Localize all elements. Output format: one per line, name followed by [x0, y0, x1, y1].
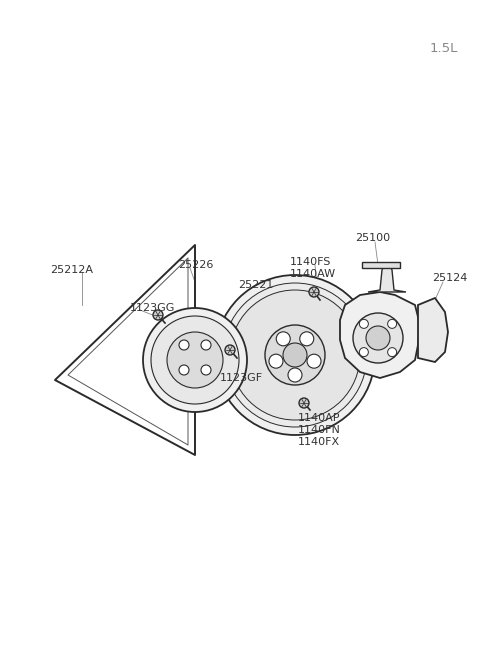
Polygon shape	[362, 262, 400, 268]
Circle shape	[288, 368, 302, 382]
Circle shape	[215, 275, 375, 435]
Text: 1140AW: 1140AW	[290, 269, 336, 279]
Circle shape	[223, 283, 367, 427]
Text: 1140FN: 1140FN	[298, 425, 341, 435]
Circle shape	[300, 332, 314, 346]
Polygon shape	[340, 292, 420, 378]
Circle shape	[179, 365, 189, 375]
Text: 1140FX: 1140FX	[298, 437, 340, 447]
Circle shape	[307, 354, 321, 368]
Text: 1123GG: 1123GG	[130, 303, 175, 313]
Circle shape	[269, 354, 283, 368]
Circle shape	[167, 332, 223, 388]
Polygon shape	[418, 298, 448, 362]
Text: 25100: 25100	[355, 233, 390, 243]
Circle shape	[283, 343, 307, 367]
Circle shape	[265, 325, 325, 385]
Circle shape	[360, 320, 368, 328]
Circle shape	[388, 348, 396, 356]
Circle shape	[143, 308, 247, 412]
Text: 25221: 25221	[238, 280, 274, 290]
Text: 25124: 25124	[432, 273, 468, 283]
Text: 1140AP: 1140AP	[298, 413, 340, 423]
Circle shape	[360, 348, 368, 356]
Circle shape	[276, 332, 290, 346]
Circle shape	[179, 340, 189, 350]
Circle shape	[201, 365, 211, 375]
Circle shape	[353, 313, 403, 363]
Circle shape	[388, 320, 396, 328]
Circle shape	[230, 290, 360, 420]
Text: 1.5L: 1.5L	[430, 41, 458, 54]
Circle shape	[153, 310, 163, 320]
Circle shape	[366, 326, 390, 350]
Circle shape	[151, 316, 239, 404]
Circle shape	[201, 340, 211, 350]
Circle shape	[225, 345, 235, 355]
Text: 1123GF: 1123GF	[220, 373, 263, 383]
Circle shape	[299, 398, 309, 408]
Text: 1140FS: 1140FS	[290, 257, 331, 267]
Polygon shape	[368, 265, 406, 292]
Text: 25226: 25226	[178, 260, 214, 270]
Text: 25212A: 25212A	[50, 265, 93, 275]
Circle shape	[309, 287, 319, 297]
